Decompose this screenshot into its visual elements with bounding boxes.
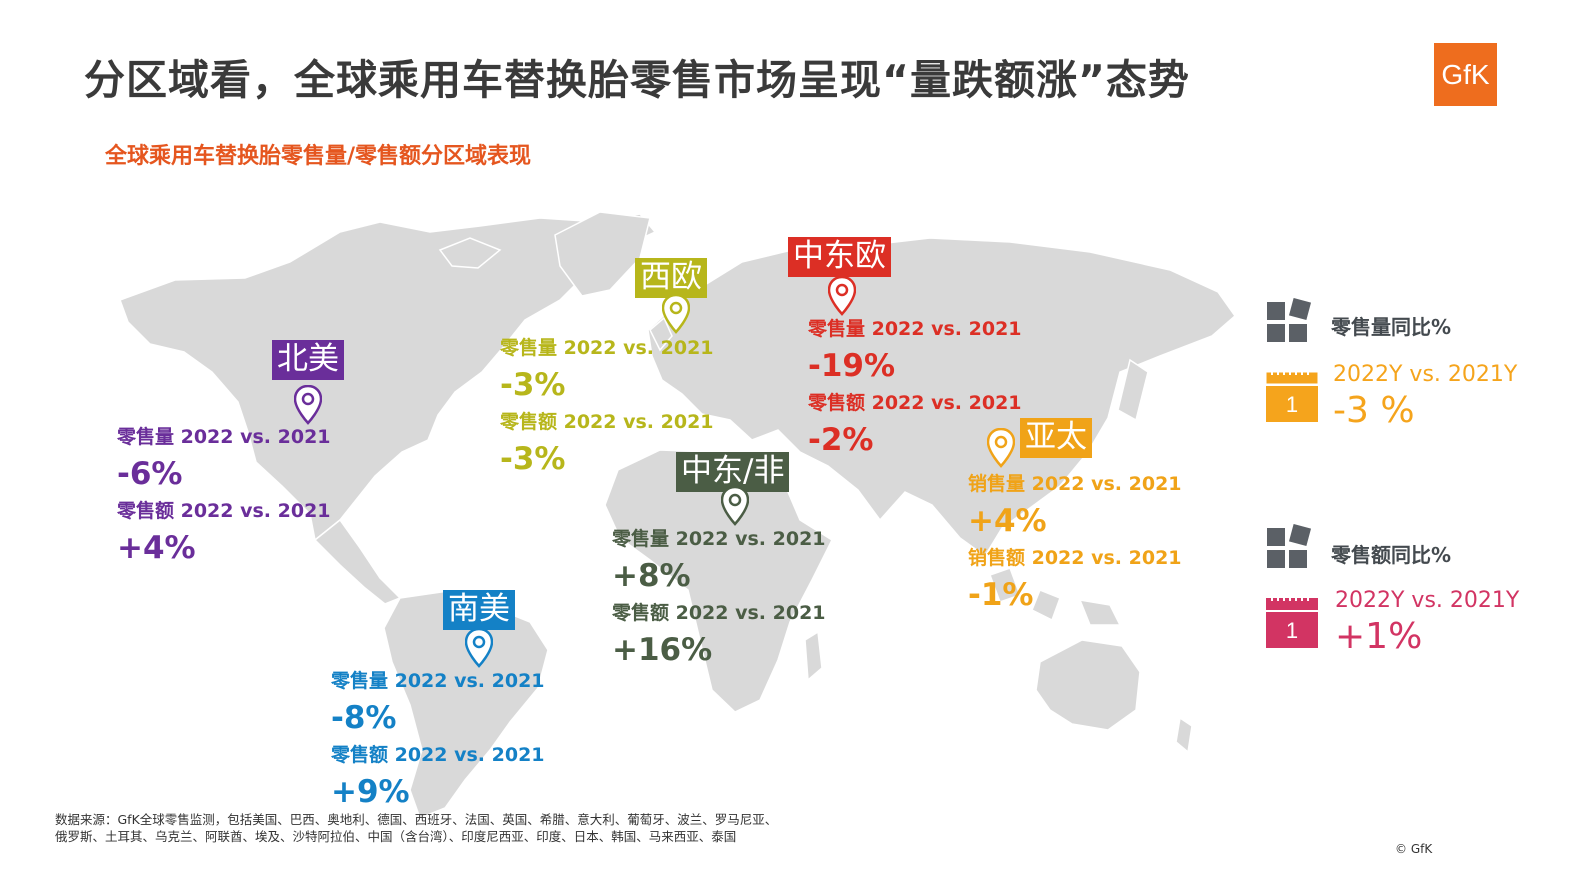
value-change: -1% — [968, 577, 1034, 613]
volume-label: 销售量 2022 vs. 2021 — [968, 473, 1182, 495]
value-label: 销售额 2022 vs. 2021 — [968, 547, 1182, 569]
page-title: 分区域看，全球乘用车替换胎零售市场呈现“量跌额涨”态势 — [84, 56, 1190, 104]
value-change: -2% — [808, 422, 874, 458]
volume-change: +8% — [612, 558, 691, 594]
value-change: +16% — [612, 632, 713, 668]
blocks-icon — [1267, 298, 1312, 342]
legend-value-value: +1% — [1335, 616, 1423, 657]
legend-total-value: 零售额同比% 1 2022Y vs. 2021Y +1% — [1265, 522, 1565, 662]
source-line: 俄罗斯、土耳其、乌克兰、阿联酋、埃及、沙特阿拉伯、中国（含台湾）、印度尼西亚、印… — [55, 829, 737, 844]
stats-central-eastern-europe: 零售量 2022 vs. 2021 -19% 零售额 2022 vs. 2021… — [808, 313, 1022, 461]
map-pin-icon — [294, 385, 322, 425]
calendar-icon: 1 — [1265, 367, 1319, 422]
map-pin-icon — [828, 276, 856, 316]
map-pin-icon — [662, 294, 690, 334]
map-pin-icon — [987, 428, 1015, 468]
map-pin-icon — [721, 486, 749, 526]
stats-western-europe: 零售量 2022 vs. 2021 -3% 零售额 2022 vs. 2021 … — [500, 332, 714, 480]
value-label: 零售额 2022 vs. 2021 — [612, 602, 826, 624]
region-tag-asia-pacific: 亚太 — [1020, 418, 1092, 458]
legend-volume-title: 零售量同比% — [1331, 315, 1452, 339]
volume-label: 零售量 2022 vs. 2021 — [500, 337, 714, 359]
region-tag-western-europe: 西欧 — [635, 258, 707, 298]
page-subtitle: 全球乘用车替换胎零售量/零售额分区域表现 — [105, 144, 532, 169]
source-line: 数据来源：GfK全球零售监测，包括美国、巴西、奥地利、德国、西班牙、法国、英国、… — [55, 812, 778, 827]
blocks-icon — [1267, 524, 1312, 568]
volume-label: 零售量 2022 vs. 2021 — [612, 528, 826, 550]
value-change: +4% — [117, 530, 196, 566]
volume-label: 零售量 2022 vs. 2021 — [808, 318, 1022, 340]
value-label: 零售额 2022 vs. 2021 — [808, 392, 1022, 414]
map-pin-icon — [465, 628, 493, 668]
stats-south-america: 零售量 2022 vs. 2021 -8% 零售额 2022 vs. 2021 … — [331, 665, 545, 813]
legend-volume-value: -3 % — [1333, 390, 1415, 431]
stats-middle-east-africa: 零售量 2022 vs. 2021 +8% 零售额 2022 vs. 2021 … — [612, 523, 826, 671]
volume-label: 零售量 2022 vs. 2021 — [331, 670, 545, 692]
source-note: 数据来源：GfK全球零售监测，包括美国、巴西、奥地利、德国、西班牙、法国、英国、… — [55, 811, 777, 845]
value-change: +9% — [331, 774, 410, 810]
value-label: 零售额 2022 vs. 2021 — [500, 411, 714, 433]
volume-label: 零售量 2022 vs. 2021 — [117, 426, 331, 448]
value-label: 零售额 2022 vs. 2021 — [331, 744, 545, 766]
value-label: 零售额 2022 vs. 2021 — [117, 500, 331, 522]
volume-change: +4% — [968, 503, 1047, 539]
volume-change: -3% — [500, 367, 566, 403]
volume-change: -19% — [808, 348, 896, 384]
gfk-logo: GfK — [1434, 43, 1497, 106]
value-change: -3% — [500, 441, 566, 477]
legend-value-title: 零售额同比% — [1331, 543, 1452, 567]
stats-north-america: 零售量 2022 vs. 2021 -6% 零售额 2022 vs. 2021 … — [117, 421, 331, 569]
calendar-day: 1 — [1286, 392, 1298, 417]
region-tag-south-america: 南美 — [443, 590, 515, 630]
region-tag-north-america: 北美 — [272, 340, 344, 380]
legend-value-period: 2022Y vs. 2021Y — [1335, 588, 1520, 613]
volume-change: -6% — [117, 456, 183, 492]
legend-volume-period: 2022Y vs. 2021Y — [1333, 362, 1518, 387]
copyright: © GfK — [1395, 842, 1433, 856]
region-tag-central-eastern-europe: 中东欧 — [788, 237, 891, 277]
region-tag-middle-east-africa: 中东/非 — [676, 452, 790, 492]
logo-text: GfK — [1441, 58, 1490, 90]
legend-total-volume: 零售量同比% 1 2022Y vs. 2021Y -3 % — [1265, 296, 1565, 436]
volume-change: -8% — [331, 700, 397, 736]
calendar-icon: 1 — [1266, 593, 1318, 648]
stats-asia-pacific: 销售量 2022 vs. 2021 +4% 销售额 2022 vs. 2021 … — [968, 468, 1182, 616]
calendar-day: 1 — [1286, 618, 1298, 643]
